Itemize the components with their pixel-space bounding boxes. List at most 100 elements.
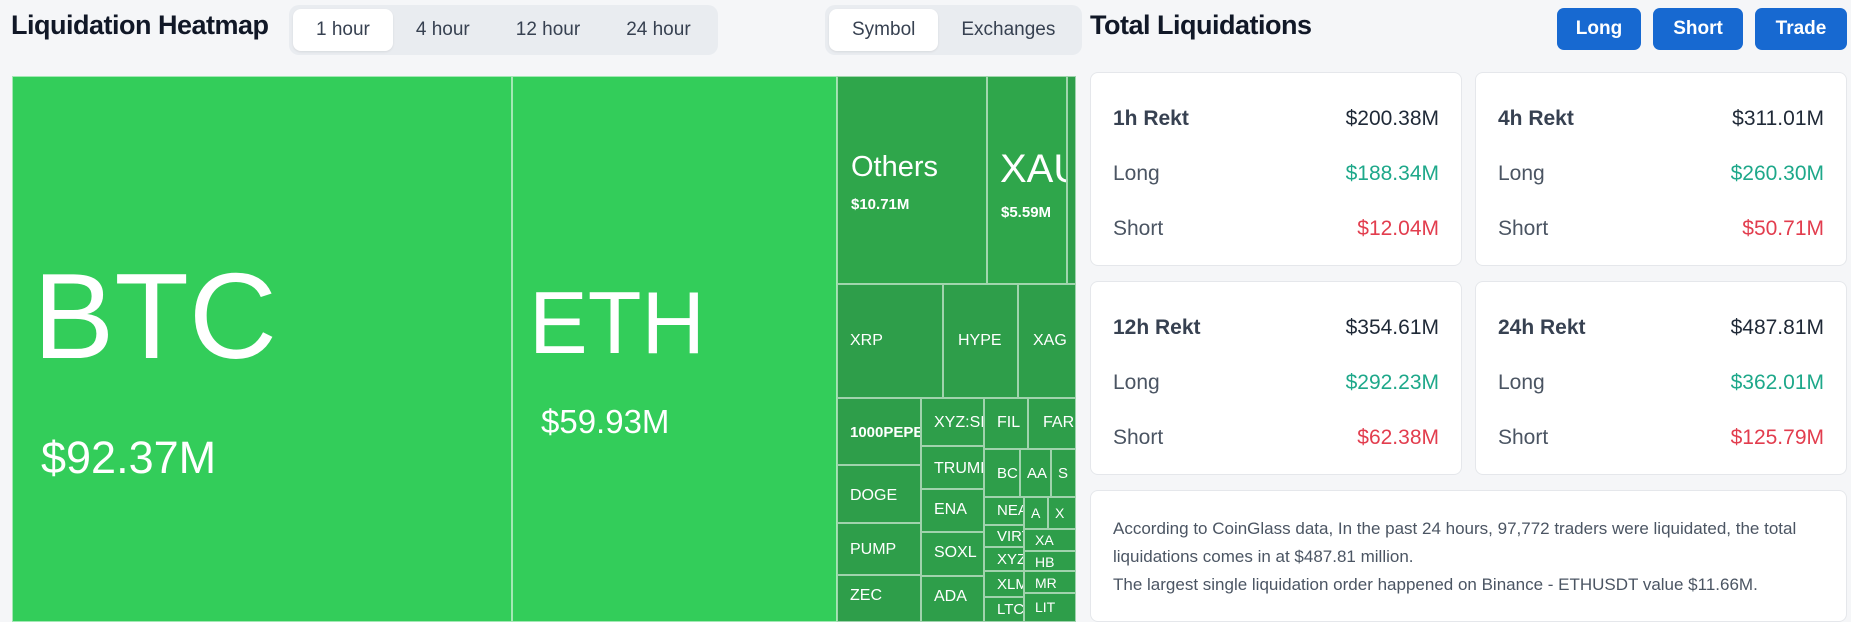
tile-xag[interactable]: XAG (1018, 284, 1076, 398)
tile-near-symbol: NEAR (997, 502, 1023, 519)
tile-mr-symbol: MR (1035, 575, 1057, 591)
view-option-symbol[interactable]: Symbol (829, 9, 939, 51)
long-label: Long (1498, 162, 1545, 185)
tile-soxl-symbol: SOXL (934, 544, 977, 561)
long-value: $188.34M (1345, 162, 1439, 185)
tile-btc[interactable]: BTC $92.37M (12, 76, 512, 622)
tile-s[interactable]: S (1051, 449, 1076, 497)
tile-ena[interactable]: ENA (921, 489, 984, 532)
rekt-total: $487.81M (1730, 316, 1824, 339)
tile-xau[interactable]: XAU $5.59M (987, 76, 1067, 284)
short-label: Short (1498, 217, 1549, 240)
total-liquidations-title: Total Liquidations (1090, 10, 1312, 40)
tile-ena-symbol: ENA (934, 501, 967, 518)
tile-xyz-si[interactable]: XYZ:SI (921, 398, 984, 446)
tile-a[interactable]: A (1024, 497, 1048, 529)
liquidation-treemap: BTC $92.37M ETH $59.93M Others $10.71M X… (12, 76, 1076, 622)
time-option-4h[interactable]: 4 hour (415, 19, 470, 40)
tile-1000pepe-symbol: 1000PEPE (850, 424, 921, 441)
short-label: Short (1113, 426, 1164, 449)
tile-xrp-symbol: XRP (850, 332, 883, 349)
summary-line-2: The largest single liquidation order hap… (1113, 575, 1758, 594)
time-option-12h[interactable]: 12 hour (515, 19, 581, 40)
tile-aa[interactable]: AA (1020, 449, 1051, 497)
view-option-exchanges[interactable]: Exchanges (961, 19, 1056, 40)
tile-far-symbol: FAR (1043, 414, 1075, 431)
tile-fil[interactable]: FIL (984, 398, 1028, 449)
tile-btc-value: $92.37M (41, 432, 217, 483)
tile-virt-symbol: VIRT (997, 528, 1023, 545)
tile-xlm[interactable]: XLM (984, 571, 1024, 597)
tile-xyz-symbol: XYZ (997, 551, 1024, 568)
tile-doge[interactable]: DOGE (837, 465, 921, 523)
short-label: Short (1498, 426, 1549, 449)
tile-eth-symbol: ETH (529, 273, 705, 372)
tile-ltc-symbol: LTC (997, 601, 1024, 618)
time-option-24h[interactable]: 24 hour (626, 19, 691, 40)
tile-doge-symbol: DOGE (850, 487, 898, 504)
rekt-period: 24h Rekt (1498, 316, 1586, 339)
tile-x-symbol: X (1055, 505, 1065, 521)
rekt-card-12h: 12h Rekt $354.61M Long $292.23M Short $6… (1090, 281, 1462, 475)
rekt-period: 1h Rekt (1113, 107, 1189, 130)
tile-a-symbol: A (1031, 505, 1041, 521)
tile-bch-symbol: BCH (997, 465, 1019, 482)
short-value: $125.79M (1730, 426, 1824, 449)
tile-unlabeled[interactable] (1067, 76, 1076, 284)
tile-eth[interactable]: ETH $59.93M (512, 76, 837, 622)
rekt-total: $200.38M (1345, 107, 1439, 130)
tile-others-value: $10.71M (851, 196, 910, 213)
tile-x[interactable]: X (1048, 497, 1076, 529)
tile-far[interactable]: FAR (1028, 398, 1076, 449)
tile-soxl[interactable]: SOXL (921, 532, 984, 576)
liquidation-summary: According to CoinGlass data, In the past… (1090, 490, 1847, 622)
rekt-period: 4h Rekt (1498, 107, 1574, 130)
short-button[interactable]: Short (1653, 8, 1743, 50)
tile-lit-symbol: LIT (1035, 599, 1056, 615)
view-mode-selector: Symbol Exchanges (825, 5, 1083, 55)
tile-virt[interactable]: VIRT (984, 525, 1024, 547)
long-value: $362.01M (1730, 371, 1824, 394)
short-label: Short (1113, 217, 1164, 240)
tile-xa[interactable]: XA (1024, 529, 1076, 551)
tile-trump[interactable]: TRUMP (921, 446, 984, 489)
tile-bch[interactable]: BCH (984, 449, 1020, 497)
short-value: $12.04M (1357, 217, 1439, 240)
tile-ada[interactable]: ADA (921, 576, 984, 622)
tile-xau-value: $5.59M (1001, 204, 1052, 221)
tile-xyz-si-symbol: XYZ:SI (934, 414, 984, 431)
tile-xag-symbol: XAG (1033, 332, 1067, 349)
tile-lit[interactable]: LIT (1024, 593, 1076, 622)
tile-xlm-symbol: XLM (997, 576, 1023, 593)
tile-hype-symbol: HYPE (958, 332, 1002, 349)
long-value: $260.30M (1730, 162, 1824, 185)
tile-ltc[interactable]: LTC (984, 597, 1024, 622)
tile-xyz[interactable]: XYZ (984, 547, 1024, 571)
short-value: $50.71M (1742, 217, 1824, 240)
tile-others-symbol: Others (851, 151, 939, 183)
tile-hb-symbol: HB (1035, 554, 1055, 570)
tile-aa-symbol: AA (1027, 465, 1048, 482)
tile-s-symbol: S (1058, 465, 1069, 482)
trade-button[interactable]: Trade (1755, 8, 1847, 50)
long-label: Long (1498, 371, 1545, 394)
long-button[interactable]: Long (1557, 8, 1641, 50)
tile-hype[interactable]: HYPE (943, 284, 1018, 398)
tile-mr[interactable]: MR (1024, 571, 1076, 593)
tile-others[interactable]: Others $10.71M (837, 76, 987, 284)
rekt-total: $311.01M (1732, 107, 1824, 130)
time-option-1h[interactable]: 1 hour (293, 9, 393, 51)
rekt-period: 12h Rekt (1113, 316, 1201, 339)
rekt-total: $354.61M (1345, 316, 1439, 339)
tile-near[interactable]: NEAR (984, 497, 1024, 525)
tile-pump-symbol: PUMP (850, 541, 897, 558)
tile-btc-symbol: BTC (33, 248, 277, 384)
tile-xau-symbol: XAU (1000, 147, 1066, 191)
tile-pump[interactable]: PUMP (837, 523, 921, 575)
tile-zec[interactable]: ZEC (837, 575, 921, 622)
tile-hb[interactable]: HB (1024, 551, 1076, 571)
tile-xa-symbol: XA (1035, 532, 1054, 548)
heatmap-title: Liquidation Heatmap (11, 10, 269, 40)
tile-xrp[interactable]: XRP (837, 284, 943, 398)
tile-1000pepe[interactable]: 1000PEPE (837, 398, 921, 465)
